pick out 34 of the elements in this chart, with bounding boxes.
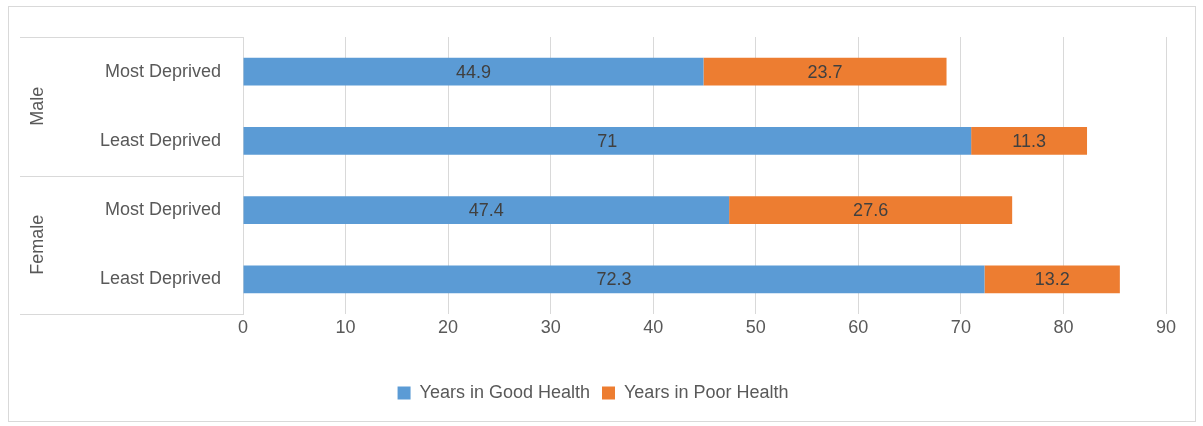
x-tick-label: 60 (848, 316, 869, 337)
bar (243, 127, 972, 155)
bar (729, 196, 1013, 224)
text: Male (26, 86, 47, 126)
x-tick-label: 20 (438, 316, 459, 337)
bar (243, 57, 704, 86)
data-label: 13.2 (1034, 269, 1070, 290)
x-tick-label: 80 (1053, 316, 1074, 337)
bar (971, 127, 1088, 155)
bar (703, 57, 947, 86)
data-label: 71 (597, 130, 618, 151)
y-tick-label: Least Deprived (99, 268, 221, 289)
data-label: 47.4 (468, 200, 504, 221)
data-label: 27.6 (853, 200, 889, 221)
data-label: 44.9 (455, 61, 492, 82)
bar (243, 265, 985, 294)
y-tick-label: Least Deprived (99, 129, 221, 150)
bar (243, 196, 730, 224)
x-tick-label: 10 (335, 316, 356, 337)
legend-label: Years in Poor Health (624, 381, 789, 402)
y-tick-label: Most Deprived (104, 199, 221, 220)
data-label: 72.3 (596, 269, 632, 290)
data-label: 11.3 (1012, 130, 1046, 151)
legend-label: Years in Good Health (419, 381, 591, 402)
x-tick-label: 90 (1155, 316, 1177, 337)
text: Female (26, 214, 47, 275)
bar (984, 265, 1120, 294)
data-label: 23.7 (807, 61, 843, 82)
x-tick-label: 30 (540, 316, 561, 337)
y-tick-label: Most Deprived (104, 60, 221, 81)
x-tick-label: 0 (237, 316, 249, 337)
x-tick-label: 40 (643, 316, 664, 337)
x-tick-label: 50 (745, 316, 766, 337)
x-tick-label: 70 (950, 316, 971, 337)
